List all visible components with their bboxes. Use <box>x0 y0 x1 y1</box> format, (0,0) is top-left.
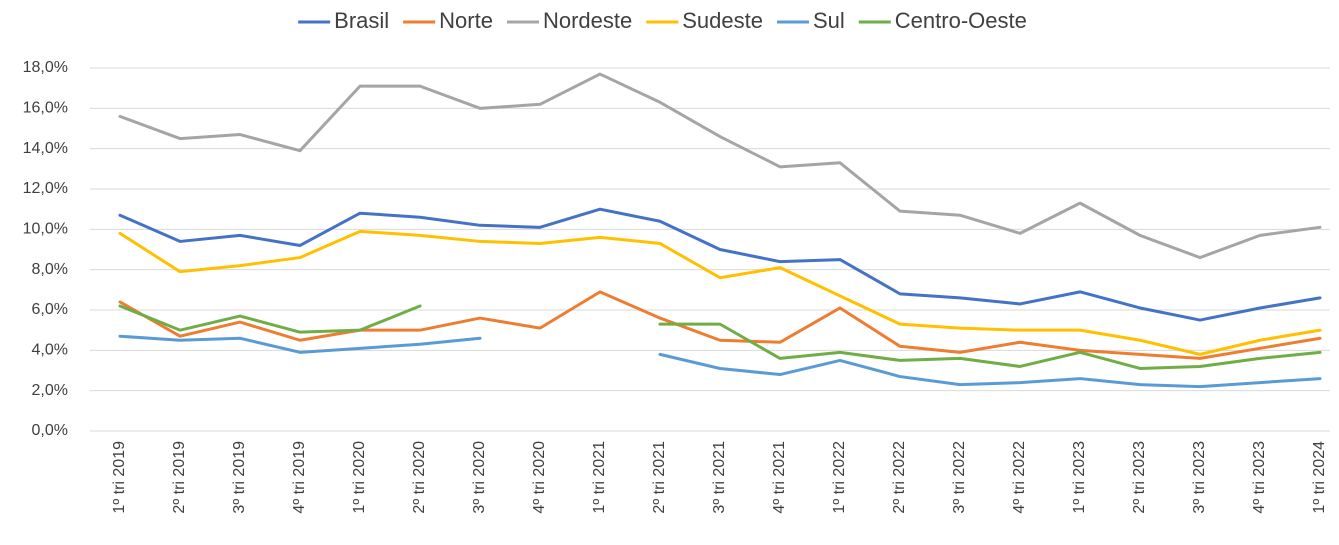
x-tick-label: 1º tri 2022 <box>831 441 848 514</box>
x-tick-label: 4º tri 2021 <box>771 441 788 514</box>
y-tick-label: 6,0% <box>32 301 68 318</box>
x-tick-label: 2º tri 2021 <box>651 441 668 514</box>
legend-label: Sul <box>813 8 845 33</box>
series-line <box>118 229 1322 356</box>
y-tick-label: 4,0% <box>32 342 68 359</box>
legend-label: Centro-Oeste <box>895 8 1027 33</box>
x-tick-label: 3º tri 2019 <box>231 441 248 514</box>
x-tick-label: 2º tri 2023 <box>1131 441 1148 514</box>
x-tick-label: 3º tri 2022 <box>951 441 968 514</box>
x-tick-label: 1º tri 2019 <box>111 441 128 514</box>
x-tick-label: 1º tri 2020 <box>351 441 368 514</box>
x-tick-label: 1º tri 2024 <box>1311 441 1328 514</box>
series-line <box>118 290 1322 360</box>
series-line <box>118 304 1322 370</box>
x-tick-label: 3º tri 2021 <box>711 441 728 514</box>
series-line <box>118 207 1322 322</box>
y-tick-label: 14,0% <box>23 140 68 157</box>
x-tick-label: 3º tri 2023 <box>1191 441 1208 514</box>
x-tick-label: 1º tri 2023 <box>1071 441 1088 514</box>
legend-label: Sudeste <box>682 8 763 33</box>
x-tick-label: 1º tri 2021 <box>591 441 608 514</box>
y-tick-label: 0,0% <box>32 422 68 439</box>
legend-label: Norte <box>439 8 493 33</box>
x-tick-label: 2º tri 2019 <box>171 441 188 514</box>
x-tick-label: 4º tri 2023 <box>1251 441 1268 514</box>
y-tick-label: 16,0% <box>23 100 68 117</box>
legend-label: Brasil <box>334 8 389 33</box>
series-line <box>118 334 1322 389</box>
x-tick-label: 4º tri 2020 <box>531 441 548 514</box>
y-tick-label: 12,0% <box>23 180 68 197</box>
y-tick-label: 8,0% <box>32 261 68 278</box>
x-tick-label: 3º tri 2020 <box>471 441 488 514</box>
series-line <box>118 72 1322 260</box>
y-tick-label: 18,0% <box>23 59 68 76</box>
x-tick-label: 2º tri 2020 <box>411 441 428 514</box>
y-tick-label: 2,0% <box>32 382 68 399</box>
legend-label: Nordeste <box>543 8 632 33</box>
x-tick-label: 4º tri 2019 <box>291 441 308 514</box>
y-tick-label: 10,0% <box>23 221 68 238</box>
x-tick-label: 4º tri 2022 <box>1011 441 1028 514</box>
x-tick-label: 2º tri 2022 <box>891 441 908 514</box>
